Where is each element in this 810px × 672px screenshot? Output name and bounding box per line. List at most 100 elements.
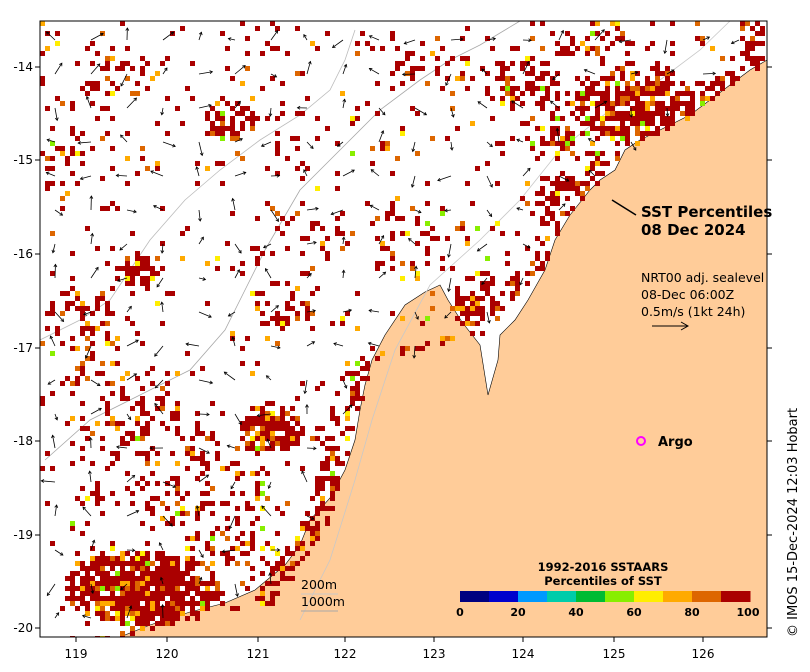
sst-pixel <box>275 146 280 151</box>
sst-pixel <box>310 536 315 541</box>
current-vector-head <box>663 50 668 55</box>
sst-pixel <box>400 126 405 131</box>
sst-pixel <box>70 596 75 601</box>
sst-pixel <box>575 91 580 96</box>
current-vector-head <box>410 184 415 188</box>
sst-pixel <box>170 596 175 601</box>
sst-pixel <box>615 91 620 96</box>
current-vector-head <box>519 281 523 286</box>
sst-pixel <box>150 611 155 616</box>
current-vector <box>257 413 272 417</box>
sst-pixel <box>330 496 335 501</box>
sst-pixel <box>570 206 575 211</box>
sst-pixel <box>530 141 535 146</box>
sst-pixel <box>635 86 640 91</box>
sst-pixel <box>455 296 460 301</box>
sst-pixel <box>540 21 545 26</box>
sst-pixel <box>540 151 545 156</box>
sst-pixel <box>40 21 45 26</box>
sst-pixel <box>130 321 135 326</box>
sst-pixel <box>215 586 220 591</box>
sst-pixel <box>215 591 220 596</box>
sst-pixel <box>205 116 210 121</box>
sst-pixel <box>280 426 285 431</box>
sst-pixel <box>640 106 645 111</box>
sst-pixel <box>220 31 225 36</box>
sst-pixel <box>540 186 545 191</box>
sst-pixel <box>50 306 55 311</box>
sst-pixel <box>705 86 710 91</box>
sst-pixel <box>105 56 110 61</box>
sst-pixel <box>255 431 260 436</box>
sst-pixel <box>460 221 465 226</box>
sst-pixel <box>335 461 340 466</box>
sst-pixel <box>95 561 100 566</box>
sst-pixel <box>90 596 95 601</box>
sst-pixel <box>230 461 235 466</box>
sst-pixel <box>140 156 145 161</box>
sst-pixel <box>135 91 140 96</box>
sst-pixel <box>560 146 565 151</box>
current-vector <box>228 311 236 317</box>
sst-pixel <box>290 561 295 566</box>
sst-pixel <box>375 261 380 266</box>
sst-pixel <box>625 126 630 131</box>
current-vector-head <box>561 203 566 207</box>
sst-pixel <box>370 221 375 226</box>
sst-pixel <box>315 536 320 541</box>
sst-pixel <box>570 101 575 106</box>
sst-pixel <box>180 611 185 616</box>
current-vector <box>444 209 452 212</box>
current-vector <box>306 241 317 245</box>
sst-pixel <box>115 421 120 426</box>
sst-pixel <box>370 146 375 151</box>
sst-pixel <box>350 386 355 391</box>
current-vector <box>89 471 92 483</box>
sst-pixel <box>460 311 465 316</box>
x-tick-label: 125 <box>603 647 626 661</box>
sst-pixel <box>110 416 115 421</box>
sst-pixel <box>335 216 340 221</box>
sst-pixel <box>275 171 280 176</box>
sst-pixel <box>505 251 510 256</box>
sst-pixel <box>275 26 280 31</box>
sst-pixel <box>430 306 435 311</box>
current-vector-head <box>311 341 316 345</box>
sst-pixel <box>225 536 230 541</box>
sst-pixel <box>620 111 625 116</box>
current-vector-head <box>54 117 59 122</box>
sst-pixel <box>535 236 540 241</box>
sst-pixel <box>280 231 285 236</box>
sst-pixel <box>500 141 505 146</box>
current-vector-head <box>154 402 158 407</box>
sst-pixel <box>115 561 120 566</box>
sst-pixel <box>280 216 285 221</box>
sst-pixel <box>105 61 110 66</box>
sst-pixel <box>650 86 655 91</box>
current-vector-head <box>528 38 532 43</box>
sst-pixel <box>130 501 135 506</box>
sst-pixel <box>410 106 415 111</box>
sst-pixel <box>300 236 305 241</box>
current-vector <box>378 107 386 116</box>
sst-pixel <box>145 571 150 576</box>
current-vector-head <box>100 32 104 37</box>
sst-pixel <box>590 21 595 26</box>
sst-pixel <box>400 346 405 351</box>
sst-pixel <box>275 421 280 426</box>
current-vector <box>234 269 240 279</box>
sst-pixel <box>645 131 650 136</box>
current-vector-head <box>382 271 387 276</box>
sst-pixel <box>580 106 585 111</box>
sst-pixel <box>525 121 530 126</box>
sst-pixel <box>525 71 530 76</box>
sst-pixel <box>115 451 120 456</box>
sst-pixel <box>545 236 550 241</box>
sst-pixel <box>250 521 255 526</box>
current-vector <box>306 61 311 75</box>
sst-pixel <box>605 116 610 121</box>
sst-pixel <box>755 66 760 71</box>
sst-pixel <box>460 71 465 76</box>
current-vector-head <box>154 384 159 389</box>
current-vector-head <box>351 169 355 173</box>
